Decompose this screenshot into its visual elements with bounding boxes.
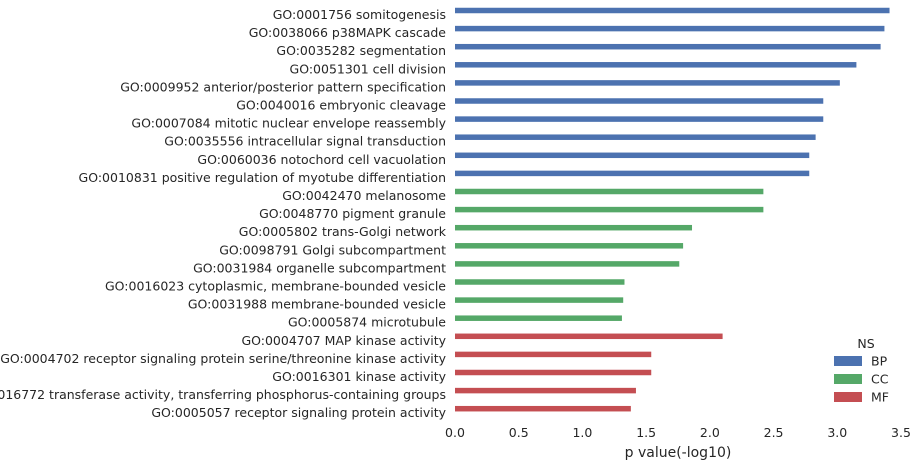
- bars-group: [455, 7, 890, 412]
- legend-label-cc: CC: [871, 372, 889, 387]
- category-labels-group: GO:0001756 somitogenesis GO:0038066 p38MA…: [0, 7, 447, 420]
- category-label: GO:0004707 MAP kinase activity: [241, 333, 446, 348]
- bar-cc: [455, 261, 680, 267]
- category-label: GO:0031988 membrane-bounded vesicle: [188, 297, 446, 312]
- x-tick-label: 2.0: [700, 425, 720, 440]
- category-label: GO:0005057 receptor signaling protein ac…: [151, 405, 446, 420]
- bar-bp: [455, 7, 890, 14]
- bar-bp: [455, 43, 881, 50]
- bar-mf: [455, 351, 652, 358]
- legend-swatch-cc: [834, 374, 862, 384]
- category-label: GO:0010831 positive regulation of myotub…: [79, 170, 446, 185]
- category-label: GO:0009952 anterior/posterior pattern sp…: [120, 79, 446, 94]
- bar-bp: [455, 62, 857, 68]
- bar-cc: [455, 279, 625, 285]
- legend-title: NS: [857, 336, 874, 351]
- x-tick-label: 0.5: [509, 425, 529, 440]
- category-label: GO:0038066 p38MAPK cascade: [249, 25, 447, 40]
- bar-bp: [455, 98, 824, 104]
- bar-cc: [455, 188, 764, 195]
- category-label: GO:0005874 microtubule: [288, 315, 446, 330]
- category-label: GO:0051301 cell division: [290, 61, 446, 76]
- x-tick-label: 2.5: [764, 425, 784, 440]
- bar-bp: [455, 170, 810, 177]
- category-label: GO:0035282 segmentation: [276, 43, 446, 58]
- x-tick-labels-group: 0.0 0.5 1.0 1.5 2.0 2.5 3.0 3.5: [445, 425, 911, 440]
- category-label: GO:0016772 transferase activity, transfe…: [0, 387, 446, 402]
- legend-swatch-mf: [834, 392, 862, 402]
- x-tick-label: 3.0: [827, 425, 847, 440]
- category-label: GO:0048770 pigment granule: [259, 206, 446, 221]
- bar-bp: [455, 134, 816, 140]
- bar-mf: [455, 369, 652, 376]
- bar-cc: [455, 224, 693, 231]
- category-label: GO:0004702 receptor signaling protein se…: [0, 351, 446, 366]
- category-label: GO:0001756 somitogenesis: [273, 7, 446, 22]
- x-tick-label: 3.5: [891, 425, 911, 440]
- category-label: GO:0098791 Golgi subcompartment: [219, 242, 446, 257]
- category-label: GO:0031984 organelle subcompartment: [193, 260, 446, 275]
- bar-bp: [455, 25, 885, 32]
- bar-cc: [455, 243, 684, 249]
- category-label: GO:0007084 mitotic nuclear envelope reas…: [131, 116, 446, 131]
- x-tick-label: 0.0: [445, 425, 465, 440]
- bar-cc: [455, 206, 764, 213]
- category-label: GO:0060036 notochord cell vacuolation: [197, 152, 446, 167]
- bar-mf: [455, 333, 723, 340]
- bar-bp: [455, 152, 810, 159]
- bar-mf: [455, 387, 636, 394]
- bar-cc: [455, 297, 624, 303]
- x-tick-label: 1.5: [636, 425, 656, 440]
- x-tick-label: 1.0: [572, 425, 592, 440]
- bar-mf: [455, 405, 631, 412]
- x-axis-label: p value(-log10): [625, 445, 732, 461]
- legend: NS BP CC MF: [834, 336, 889, 405]
- category-label: GO:0016301 kinase activity: [272, 369, 446, 384]
- category-label: GO:0035556 intracellular signal transduc…: [164, 134, 446, 149]
- category-label: GO:0042470 melanosome: [282, 188, 446, 203]
- category-label: GO:0005802 trans-Golgi network: [239, 224, 447, 239]
- category-label: GO:0016023 cytoplasmic, membrane-bounded…: [105, 279, 446, 294]
- bar-cc: [455, 315, 622, 321]
- bar-bp: [455, 80, 840, 86]
- bar-bp: [455, 116, 824, 122]
- legend-label-bp: BP: [871, 354, 888, 369]
- category-label: GO:0040016 embryonic cleavage: [236, 98, 446, 113]
- legend-swatch-bp: [834, 356, 862, 366]
- legend-label-mf: MF: [871, 390, 889, 405]
